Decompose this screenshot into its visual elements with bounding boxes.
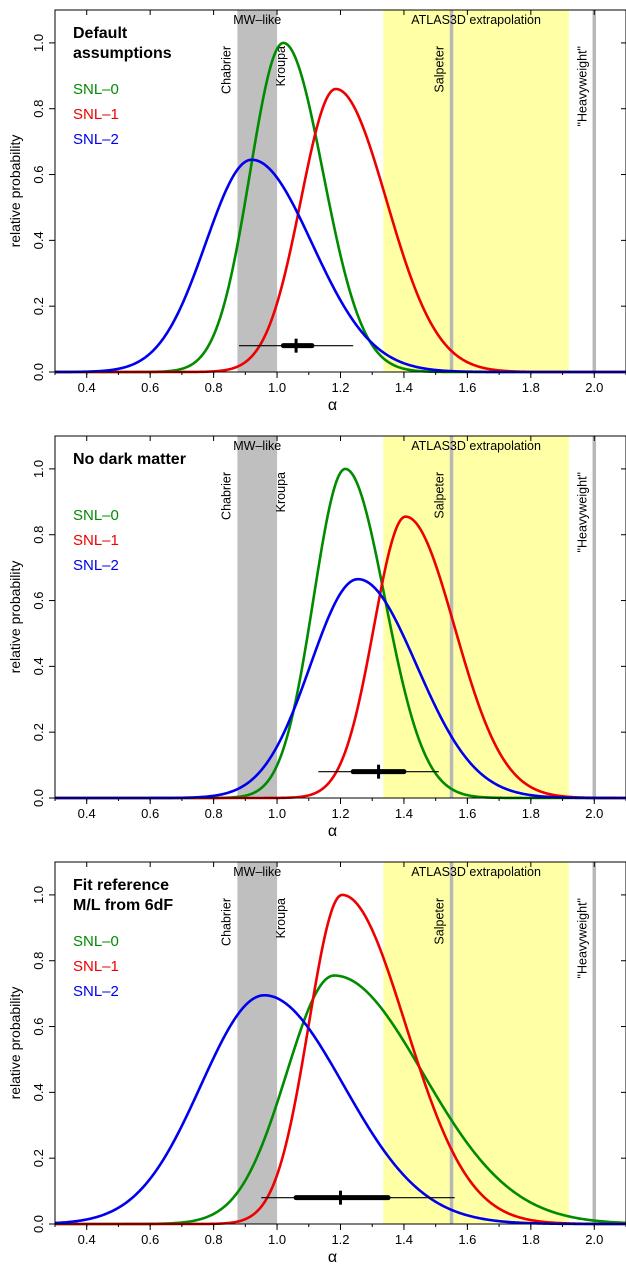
y-tick-label-2: 0.4 bbox=[31, 1083, 46, 1101]
panel-annotation-1: assumptions bbox=[73, 45, 172, 62]
x-tick-label-6: 1.6 bbox=[458, 806, 476, 821]
x-tick-label-7: 1.8 bbox=[522, 806, 540, 821]
y-tick-label-4: 0.8 bbox=[31, 526, 46, 544]
vline-label-1: Kroupa bbox=[274, 898, 288, 938]
band-label-atlas: ATLAS3D extrapolation bbox=[411, 13, 541, 27]
x-tick-label-7: 1.8 bbox=[522, 380, 540, 395]
x-tick-label-4: 1.2 bbox=[331, 380, 349, 395]
legend-entry-1: SNL–1 bbox=[73, 532, 119, 549]
vline-label-1: Kroupa bbox=[274, 46, 288, 86]
legend-entry-2: SNL–2 bbox=[73, 131, 119, 148]
x-tick-label-2: 0.8 bbox=[205, 806, 223, 821]
legend-entry-1: SNL–1 bbox=[73, 106, 119, 123]
series-line-2 bbox=[54, 993, 626, 1226]
vline-label-3: "Heavyweight" bbox=[575, 898, 589, 978]
x-axis-label: α bbox=[328, 397, 337, 414]
legend-entry-0: SNL–0 bbox=[73, 81, 119, 98]
x-tick-label-4: 1.2 bbox=[331, 806, 349, 821]
y-tick-label-5: 1.0 bbox=[31, 460, 46, 478]
legend-entry-2: SNL–2 bbox=[73, 983, 119, 1000]
y-tick-label-0: 0.0 bbox=[31, 363, 46, 381]
band-1 bbox=[383, 436, 569, 798]
vline-label-2: Salpeter bbox=[433, 46, 447, 93]
vline-label-0: Chabrier bbox=[219, 472, 233, 520]
y-tick-label-4: 0.8 bbox=[31, 100, 46, 118]
x-tick-label-2: 0.8 bbox=[205, 380, 223, 395]
panel-annotation-1: M/L from 6dF bbox=[73, 897, 173, 914]
x-tick-label-4: 1.2 bbox=[331, 1232, 349, 1247]
x-tick-label-5: 1.4 bbox=[395, 1232, 413, 1247]
panel-2: MW–like ATLAS3D extrapolation Chabrier Krou… bbox=[7, 435, 626, 840]
band-0 bbox=[237, 862, 278, 1224]
x-tick-label-7: 1.8 bbox=[522, 1232, 540, 1247]
y-tick-label-4: 0.8 bbox=[31, 952, 46, 970]
band-label-mw: MW–like bbox=[233, 865, 281, 879]
band-1 bbox=[383, 10, 569, 372]
vline-label-1: Kroupa bbox=[274, 472, 288, 512]
x-tick-label-5: 1.4 bbox=[395, 806, 413, 821]
y-tick-label-1: 0.2 bbox=[31, 723, 46, 741]
x-tick-label-3: 1.0 bbox=[268, 1232, 286, 1247]
vline-label-3: "Heavyweight" bbox=[575, 46, 589, 126]
x-tick-label-3: 1.0 bbox=[268, 806, 286, 821]
x-axis-label: α bbox=[328, 823, 337, 840]
vline-label-2: Salpeter bbox=[433, 898, 447, 945]
band-label-atlas: ATLAS3D extrapolation bbox=[411, 865, 541, 879]
x-tick-label-8: 2.0 bbox=[585, 380, 603, 395]
y-tick-label-0: 0.0 bbox=[31, 789, 46, 807]
y-tick-label-3: 0.6 bbox=[31, 592, 46, 610]
band-0 bbox=[237, 436, 278, 798]
panel-1: MW–like ATLAS3D extrapolation Chabrier Krou… bbox=[7, 9, 626, 414]
x-tick-label-8: 2.0 bbox=[585, 1232, 603, 1247]
x-tick-label-0: 0.4 bbox=[78, 806, 96, 821]
vline-label-2: Salpeter bbox=[433, 472, 447, 519]
y-tick-label-3: 0.6 bbox=[31, 1018, 46, 1036]
vline-label-0: Chabrier bbox=[219, 46, 233, 94]
legend-entry-0: SNL–0 bbox=[73, 507, 119, 524]
y-tick-label-2: 0.4 bbox=[31, 657, 46, 675]
x-tick-label-2: 0.8 bbox=[205, 1232, 223, 1247]
y-tick-label-5: 1.0 bbox=[31, 886, 46, 904]
y-tick-label-0: 0.0 bbox=[31, 1215, 46, 1233]
vline-label-0: Chabrier bbox=[219, 898, 233, 946]
x-tick-label-8: 2.0 bbox=[585, 806, 603, 821]
x-tick-label-1: 0.6 bbox=[141, 806, 159, 821]
band-label-atlas: ATLAS3D extrapolation bbox=[411, 439, 541, 453]
band-label-mw: MW–like bbox=[233, 439, 281, 453]
x-tick-label-1: 0.6 bbox=[141, 1232, 159, 1247]
y-tick-label-1: 0.2 bbox=[31, 1149, 46, 1167]
panel-annotation-0: No dark matter bbox=[73, 451, 186, 468]
legend-entry-1: SNL–1 bbox=[73, 958, 119, 975]
y-tick-label-1: 0.2 bbox=[31, 297, 46, 315]
y-axis-label: relative probability bbox=[7, 987, 23, 1100]
x-tick-label-3: 1.0 bbox=[268, 380, 286, 395]
x-tick-label-1: 0.6 bbox=[141, 380, 159, 395]
y-tick-label-3: 0.6 bbox=[31, 166, 46, 184]
y-tick-label-2: 0.4 bbox=[31, 231, 46, 249]
x-tick-label-6: 1.6 bbox=[458, 380, 476, 395]
x-tick-label-5: 1.4 bbox=[395, 380, 413, 395]
y-axis-label: relative probability bbox=[7, 135, 23, 248]
panel-3: MW–like ATLAS3D extrapolation Chabrier Krou… bbox=[7, 861, 626, 1266]
y-tick-label-5: 1.0 bbox=[31, 34, 46, 52]
x-tick-label-6: 1.6 bbox=[458, 1232, 476, 1247]
band-1 bbox=[383, 862, 569, 1224]
x-axis-label: α bbox=[328, 1249, 337, 1266]
x-tick-label-0: 0.4 bbox=[78, 380, 96, 395]
x-tick-label-0: 0.4 bbox=[78, 1232, 96, 1247]
vline-label-3: "Heavyweight" bbox=[575, 472, 589, 552]
y-axis-label: relative probability bbox=[7, 561, 23, 674]
panel-annotation-0: Default bbox=[73, 25, 128, 42]
legend-entry-2: SNL–2 bbox=[73, 557, 119, 574]
band-label-mw: MW–like bbox=[233, 13, 281, 27]
legend-entry-0: SNL–0 bbox=[73, 933, 119, 950]
panel-annotation-0: Fit reference bbox=[73, 877, 169, 894]
